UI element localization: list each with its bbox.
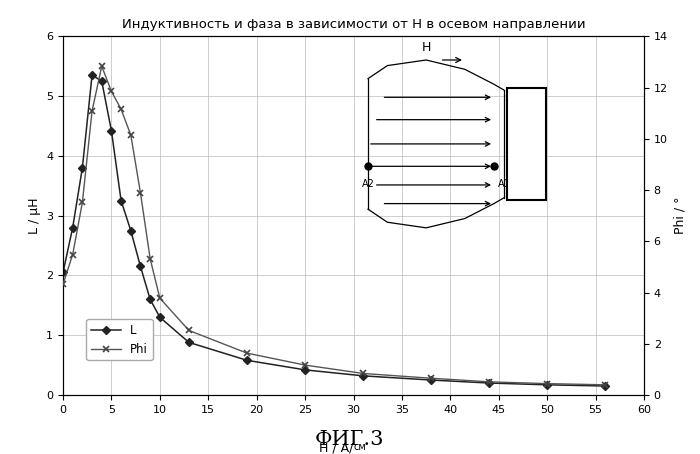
L xyxy=(243,358,251,363)
L xyxy=(78,165,87,171)
L xyxy=(155,315,164,320)
Y-axis label: L / µH: L / µH xyxy=(27,197,41,234)
Text: см: см xyxy=(354,442,366,452)
Phi xyxy=(427,375,435,381)
Line: L: L xyxy=(60,72,608,389)
L xyxy=(127,228,135,233)
Phi xyxy=(97,64,106,69)
L xyxy=(146,296,154,302)
Phi xyxy=(243,350,251,356)
Text: H / А/: H / А/ xyxy=(319,442,354,454)
Phi xyxy=(601,382,610,388)
L xyxy=(543,382,552,388)
L xyxy=(107,128,116,133)
Phi xyxy=(88,109,97,114)
Text: ФИГ.3: ФИГ.3 xyxy=(315,430,385,449)
Phi xyxy=(127,132,135,138)
L xyxy=(427,377,435,383)
Y-axis label: Phi / °: Phi / ° xyxy=(673,197,687,234)
Title: Индуктивность и фаза в зависимости от Н в осевом направлении: Индуктивность и фаза в зависимости от Н … xyxy=(122,18,585,31)
L xyxy=(185,340,193,345)
L xyxy=(485,380,494,386)
L xyxy=(88,73,97,78)
Phi xyxy=(543,381,552,386)
Phi xyxy=(146,256,154,262)
Legend: L, Phi: L, Phi xyxy=(86,319,153,360)
L xyxy=(359,373,368,379)
L xyxy=(601,383,610,389)
Phi xyxy=(359,371,368,376)
Phi xyxy=(117,107,125,112)
L xyxy=(136,264,145,269)
Phi xyxy=(78,200,87,205)
Phi xyxy=(136,190,145,196)
L xyxy=(97,79,106,84)
Phi xyxy=(485,379,494,385)
Phi xyxy=(155,296,164,301)
Phi xyxy=(59,281,67,287)
L xyxy=(59,270,67,275)
Line: Phi: Phi xyxy=(60,63,609,388)
L xyxy=(117,198,125,203)
L xyxy=(69,225,77,230)
Phi xyxy=(185,328,193,333)
Phi xyxy=(69,252,77,257)
Phi xyxy=(301,362,309,368)
L xyxy=(301,367,309,373)
Phi xyxy=(107,89,116,94)
